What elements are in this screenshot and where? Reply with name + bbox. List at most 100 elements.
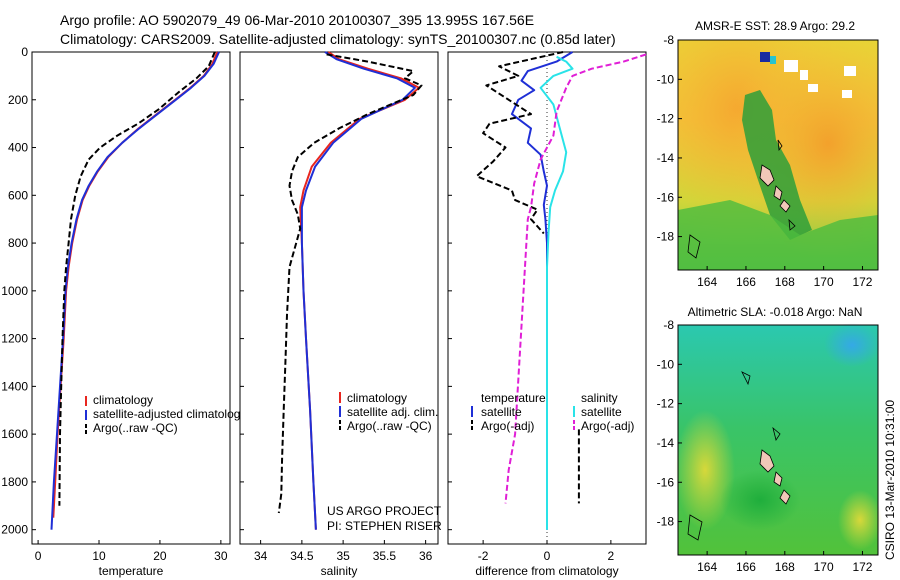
map-x-tick-label: 164 <box>697 275 717 289</box>
series-line-satellite <box>539 55 574 530</box>
x-tick-label: 36 <box>419 549 433 563</box>
sla-map <box>675 323 882 556</box>
series-line-satellite-adjusted-climatolog <box>50 51 220 530</box>
series-line-climatology <box>299 51 420 530</box>
map-y-tick-label: -16 <box>657 475 675 489</box>
difference-legend: temperature satellite Argo(-adj) salinit… <box>471 391 634 433</box>
legend-label-temp-satellite: satellite <box>481 405 522 419</box>
sst-map-title: AMSR-E SST: 28.9 Argo: 29.2 <box>695 19 855 33</box>
map-x-tick-label: 164 <box>697 560 717 574</box>
x-tick-label: 35.5 <box>373 549 397 563</box>
map-y-tick-label: -10 <box>657 357 675 371</box>
sst-missing-pixel <box>800 70 808 80</box>
map-y-tick-label: -12 <box>657 397 675 411</box>
x-axis-label: difference from climatology <box>475 564 618 578</box>
sla-map-title: Altimetric SLA: -0.018 Argo: NaN <box>688 305 863 319</box>
map-x-tick-label: 170 <box>814 275 834 289</box>
series-line-argo-raw-qc- <box>277 53 423 514</box>
sla-coastlines <box>687 371 781 541</box>
y-tick-label: 1800 <box>1 475 28 489</box>
x-tick-label: 34.5 <box>290 549 314 563</box>
legend-label-temp-argo: Argo(-adj) <box>481 419 534 433</box>
series-line-satellite-adj-clim- <box>300 51 416 530</box>
x-tick-label: 34 <box>254 549 268 563</box>
map-y-tick-label: -14 <box>657 436 675 450</box>
sla-high-patch <box>824 323 880 367</box>
y-tick-label: 1200 <box>1 332 28 346</box>
legend-label-climatology: climatology <box>347 391 407 405</box>
map-x-tick-label: 166 <box>736 560 756 574</box>
series-line-climatology <box>52 51 219 518</box>
map-y-tick-label: -12 <box>657 112 675 126</box>
x-tick-label: 0 <box>544 549 551 563</box>
y-tick-label: 600 <box>8 188 28 202</box>
map-x-tick-label: 172 <box>852 560 872 574</box>
legend-label-argo: Argo(..raw -QC) <box>347 419 432 433</box>
map-y-tick-label: -8 <box>663 318 674 332</box>
x-tick-label: 20 <box>153 549 167 563</box>
salinity-legend: climatology satellite adj. clim. Argo(..… <box>339 391 438 433</box>
temperature-legend: climatology satellite-adjusted climatolo… <box>85 393 240 435</box>
sla-map-axes: 164 166 168 170 172 -8 -10 -12 -14 -16 -18 <box>657 318 873 574</box>
series-line-argo-adj- <box>504 53 647 504</box>
sst-coastlines <box>687 139 796 259</box>
legend-label-satellite: satellite adj. clim. <box>347 405 438 419</box>
y-tick-label: 1600 <box>1 427 28 441</box>
map-y-tick-label: -18 <box>657 515 675 529</box>
sla-map-frame <box>677 324 879 556</box>
map-x-tick-label: 170 <box>814 560 834 574</box>
x-tick-label: 35 <box>336 549 350 563</box>
sst-cool-south <box>678 200 878 270</box>
y-tick-label: 1400 <box>1 379 28 393</box>
legend-label-satellite: satellite-adjusted climatolog <box>93 407 240 421</box>
sst-pixel-dark <box>760 52 770 62</box>
legend-heading-salinity: salinity <box>581 391 618 405</box>
plot-frame <box>239 51 439 545</box>
x-tick-label: 10 <box>92 549 106 563</box>
sst-pixel-cyan <box>770 56 776 64</box>
y-tick-label: 200 <box>8 93 28 107</box>
pi-label: PI: STEPHEN RISER <box>327 519 442 533</box>
credit-label: CSIRO 13-Mar-2010 10:31:00 <box>883 400 897 560</box>
y-tick-label: 1000 <box>1 284 28 298</box>
plot-frame <box>31 51 231 545</box>
legend-label-climatology: climatology <box>93 393 153 407</box>
sla-low-patch-east <box>838 490 882 550</box>
x-tick-label: 30 <box>214 549 228 563</box>
y-tick-label: 0 <box>21 45 28 59</box>
map-x-tick-label: 172 <box>852 275 872 289</box>
x-axis-label: temperature <box>99 564 164 578</box>
x-axis-label: salinity <box>321 564 358 578</box>
legend-label-argo: Argo(..raw -QC) <box>93 421 178 435</box>
sst-cool-band <box>742 90 812 240</box>
map-x-tick-label: 168 <box>775 275 795 289</box>
map-y-tick-label: -18 <box>657 230 675 244</box>
legend-label-sal-satellite: satellite <box>581 405 622 419</box>
map-x-tick-label: 168 <box>775 560 795 574</box>
header-line-1: Argo profile: AO 5902079_49 06-Mar-2010 … <box>60 12 534 28</box>
x-tick-label: 0 <box>35 549 42 563</box>
legend-heading-temperature: temperature <box>481 391 546 405</box>
map-y-tick-label: -8 <box>663 33 674 47</box>
y-tick-label: 400 <box>8 141 28 155</box>
salinity-profile-panel: 34 34.5 35 35.5 36 salinity <box>239 51 439 578</box>
sst-missing-pixel <box>808 84 818 92</box>
y-tick-label: 800 <box>8 236 28 250</box>
y-tick-label: 2000 <box>1 523 28 537</box>
sla-islands <box>759 449 791 505</box>
temperature-profile-panel: 0 10 20 30 0 200 400 600 800 1000 1200 1400 1600 1800… <box>1 45 231 578</box>
sst-missing-pixel <box>784 60 798 72</box>
map-y-tick-label: -10 <box>657 72 675 86</box>
map-x-tick-label: 166 <box>736 275 756 289</box>
series-line-argo-adj- <box>475 51 564 235</box>
x-tick-label: -2 <box>478 549 489 563</box>
series-line-argo-raw-qc- <box>58 51 216 506</box>
sst-islands <box>759 164 791 213</box>
sst-map-axes: 164 166 168 170 172 -8 -10 -12 -14 -16 -18 <box>657 33 873 289</box>
sst-map-frame <box>677 39 879 271</box>
sst-map <box>677 39 879 271</box>
series-line-satellite <box>510 51 574 530</box>
map-y-tick-label: -16 <box>657 190 675 204</box>
